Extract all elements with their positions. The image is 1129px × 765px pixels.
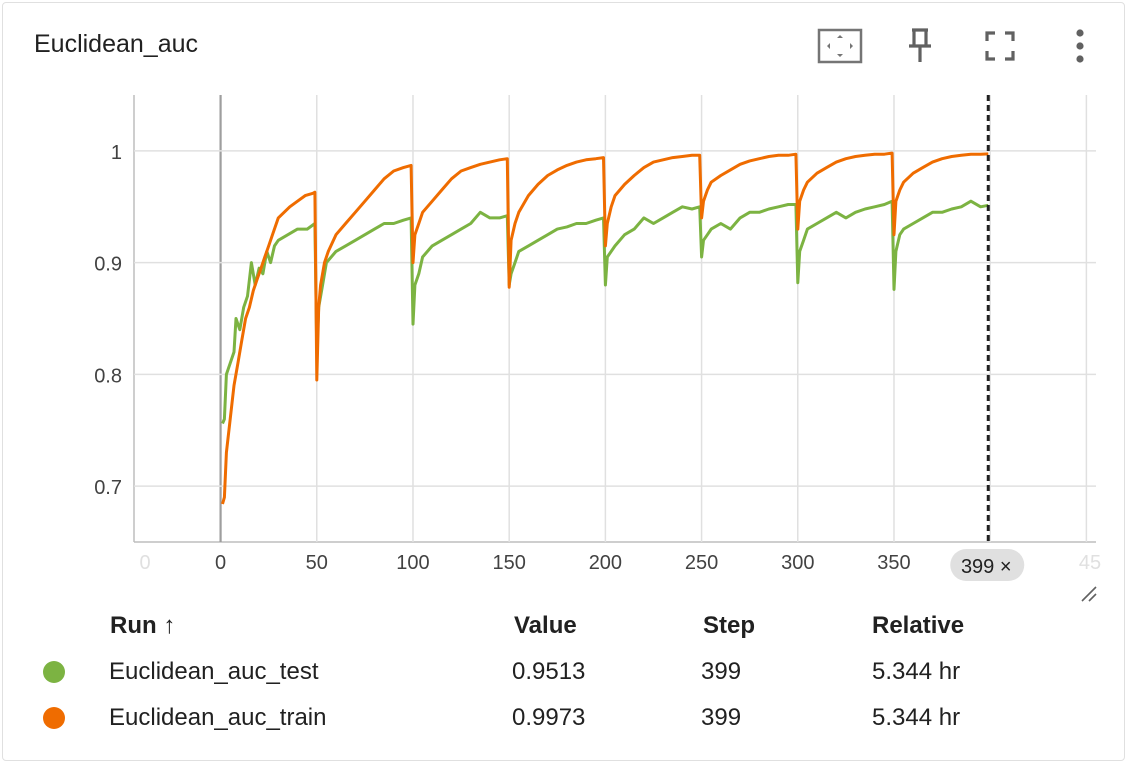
header-relative[interactable]: Relative	[872, 612, 965, 639]
line-chart[interactable]: 0.7 0.8 0.9 1 0 0 50 100 150 200 250 300 350 45 399 …	[0, 0, 1129, 600]
y-tick-label: 0.7	[94, 477, 122, 499]
x-tick-label: 100	[396, 552, 429, 574]
pin-button[interactable]	[897, 24, 943, 68]
fullscreen-icon	[985, 31, 1015, 61]
x-tick-label: 0	[215, 552, 226, 574]
x-tick-label: 350	[877, 552, 910, 574]
table-row: Euclidean_auc_test 0.9513 399 5.344 hr	[0, 652, 1129, 696]
run-value: 0.9973	[512, 704, 586, 731]
header-step[interactable]: Step	[703, 612, 756, 639]
step-cursor[interactable]: 399 ×	[950, 95, 1025, 581]
y-tick-label: 0.8	[94, 365, 122, 387]
x-tick-label: 50	[306, 552, 328, 574]
more-options-button[interactable]	[1057, 24, 1103, 68]
run-value: 0.9513	[512, 658, 586, 685]
fit-domain-button[interactable]	[817, 24, 863, 68]
run-name: Euclidean_auc_train	[109, 704, 327, 731]
series-line	[221, 199, 989, 425]
chart-series	[221, 151, 989, 505]
pin-icon	[909, 28, 931, 62]
header-value[interactable]: Value	[514, 612, 577, 639]
x-tick-label: 300	[781, 552, 814, 574]
more-vert-icon	[1076, 29, 1084, 63]
resize-handle-icon[interactable]	[1080, 585, 1098, 603]
run-step: 399	[701, 704, 742, 731]
x-axis-ticks: 0 0 50 100 150 200 250 300 350 45	[139, 552, 1101, 574]
cursor-chip-label: 399 ×	[961, 556, 1012, 578]
fit-domain-icon	[817, 28, 863, 64]
chart-grid	[133, 95, 1096, 543]
run-relative: 5.344 hr	[872, 658, 961, 685]
run-color-dot	[43, 707, 65, 729]
y-axis-ticks: 0.7 0.8 0.9 1	[94, 142, 122, 499]
run-color-dot	[43, 661, 65, 683]
x-tick-label: 45	[1079, 552, 1101, 574]
fullscreen-button[interactable]	[977, 24, 1023, 68]
run-name: Euclidean_auc_test	[109, 658, 319, 685]
x-tick-label: 200	[589, 552, 622, 574]
table-row: Euclidean_auc_train 0.9973 399 5.344 hr	[0, 698, 1129, 742]
card-title: Euclidean_auc	[34, 30, 199, 58]
y-tick-label: 0.9	[94, 254, 122, 276]
x-tick-label: 0	[139, 552, 150, 574]
x-tick-label: 150	[492, 552, 525, 574]
run-relative: 5.344 hr	[872, 704, 961, 731]
series-line	[221, 151, 989, 505]
cursor-chip	[950, 549, 1025, 581]
x-tick-label: 250	[685, 552, 718, 574]
header-run[interactable]: Run ↑	[110, 612, 176, 639]
y-tick-label: 1	[111, 142, 122, 164]
run-step: 399	[701, 658, 742, 685]
